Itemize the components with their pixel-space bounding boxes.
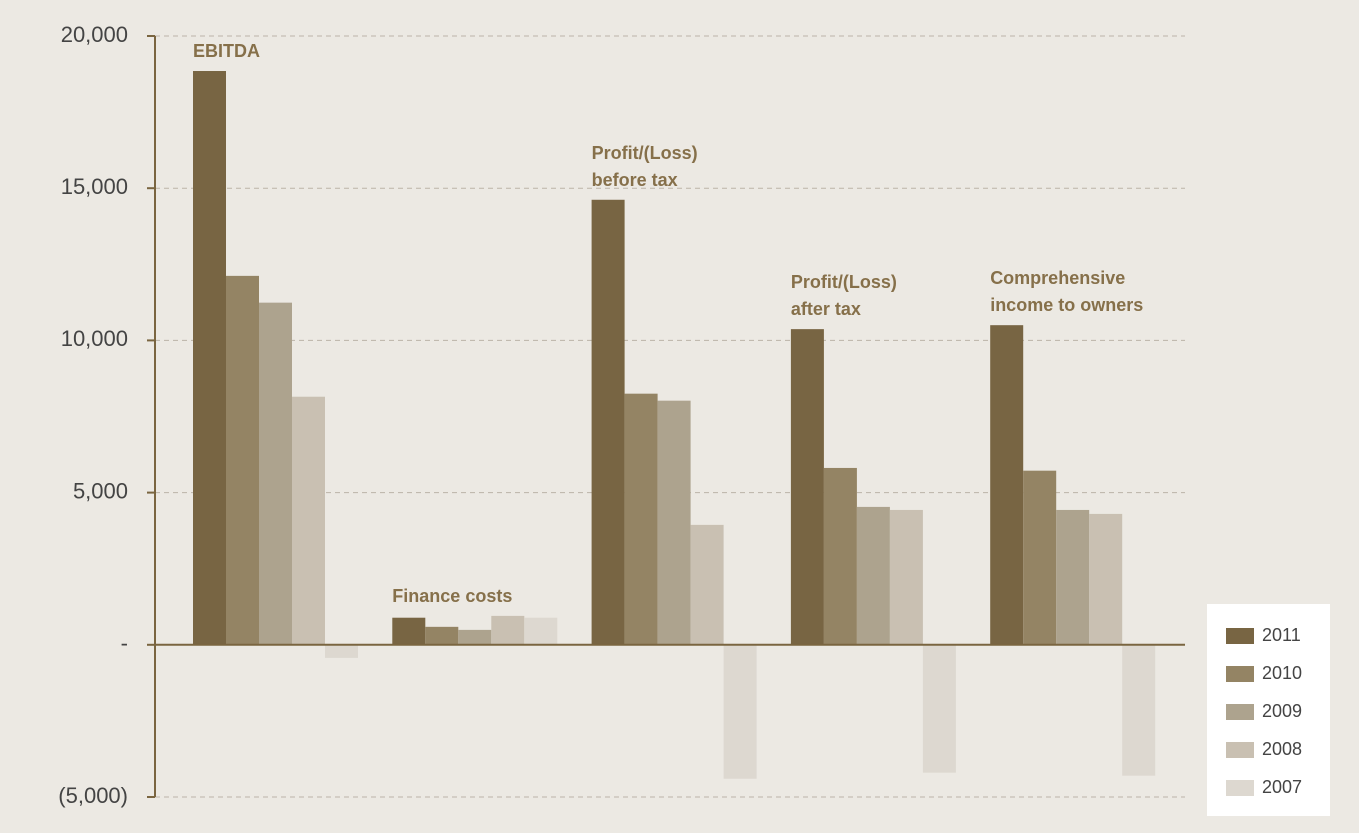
bar <box>1023 470 1057 645</box>
bar <box>1122 644 1156 776</box>
bar <box>591 199 625 645</box>
legend-label: 2011 <box>1262 625 1301 645</box>
legend-swatch <box>1226 742 1254 758</box>
legend-swatch <box>1226 780 1254 796</box>
bar <box>790 329 824 645</box>
legend-swatch <box>1226 628 1254 644</box>
bar <box>657 400 691 645</box>
bar <box>425 626 459 645</box>
bar <box>823 467 857 645</box>
bar <box>624 393 658 645</box>
bar <box>392 617 426 645</box>
legend-label: 2010 <box>1262 663 1302 683</box>
bar <box>1056 509 1090 645</box>
legend-label: 2009 <box>1262 701 1302 721</box>
category-label: Finance costs <box>392 585 513 606</box>
category-label: Comprehensive income to owners <box>990 268 1144 316</box>
category-label: EBITDA <box>193 41 260 62</box>
y-tick-label: (5,000) <box>58 783 128 808</box>
y-tick-label: - <box>121 631 128 656</box>
bar <box>690 524 724 645</box>
bar <box>259 302 292 645</box>
legend-swatch <box>1226 666 1254 682</box>
bar <box>292 396 325 645</box>
bar <box>889 509 923 645</box>
legend-label: 2008 <box>1262 739 1302 759</box>
category-label: Profit/(Loss) before tax <box>591 142 698 190</box>
bar <box>1089 513 1123 645</box>
bar <box>723 644 757 779</box>
bar <box>458 629 492 645</box>
bar <box>922 644 956 773</box>
bar <box>524 617 558 645</box>
bar <box>226 275 259 645</box>
y-tick-label: 20,000 <box>61 22 128 47</box>
legend-label: 2007 <box>1262 777 1302 797</box>
bar <box>193 71 226 645</box>
bar <box>325 644 358 658</box>
bar <box>491 615 525 645</box>
legend-swatch <box>1226 704 1254 720</box>
category-label: Profit/(Loss) after tax <box>790 272 897 320</box>
y-tick-label: 10,000 <box>61 326 128 351</box>
bar <box>856 506 890 645</box>
y-tick-label: 15,000 <box>61 174 128 199</box>
bar <box>990 325 1024 645</box>
y-tick-label: 5,000 <box>73 478 128 503</box>
